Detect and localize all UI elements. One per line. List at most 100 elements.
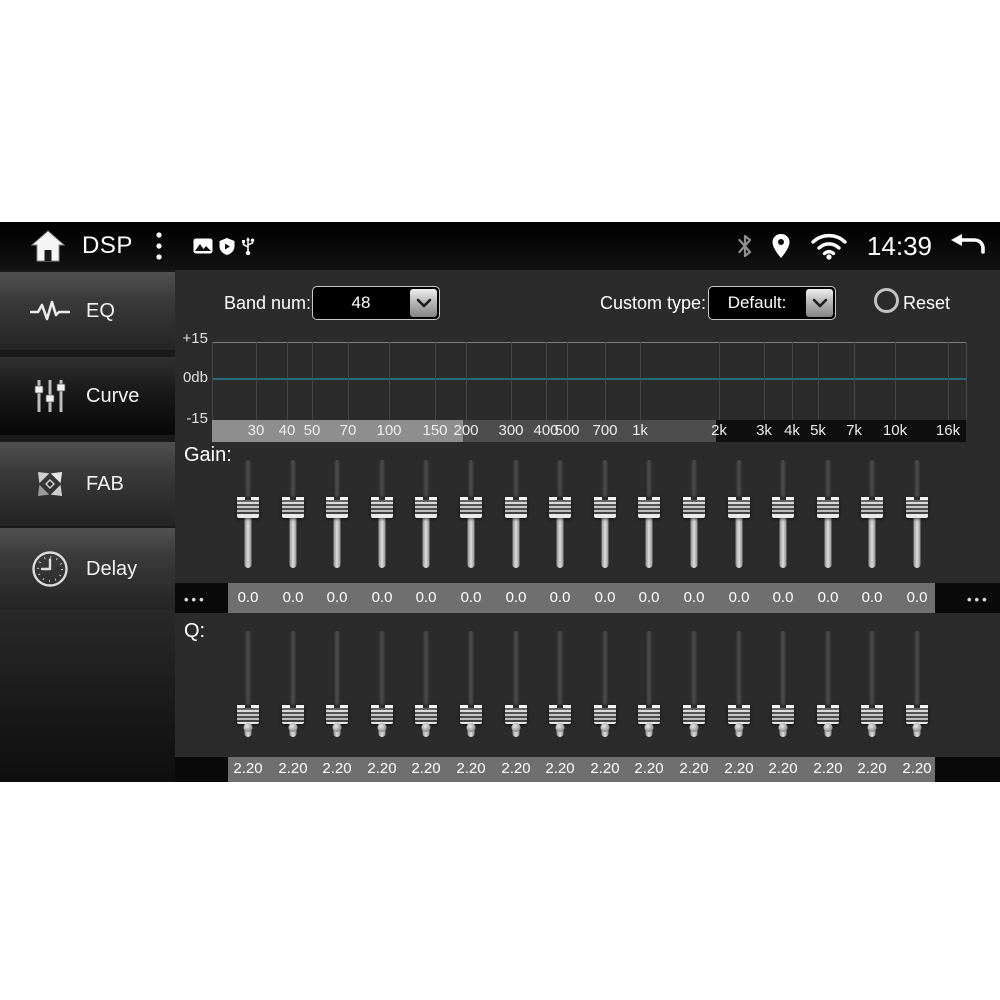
slider-thumb[interactable] — [728, 705, 750, 724]
gain-slider[interactable] — [816, 460, 840, 568]
q-slider[interactable] — [727, 631, 751, 737]
slider-track-upper — [289, 460, 297, 497]
image-notification-icon — [193, 238, 213, 254]
slider-thumb[interactable] — [906, 705, 928, 724]
slider-thumb[interactable] — [772, 705, 794, 724]
q-value: 2.20 — [724, 760, 754, 777]
q-slider[interactable] — [816, 631, 840, 737]
q-slider[interactable] — [236, 631, 260, 737]
gain-slider[interactable] — [459, 460, 483, 568]
q-slider[interactable] — [637, 631, 661, 737]
slider-thumb[interactable] — [505, 705, 527, 724]
q-slider[interactable] — [771, 631, 795, 737]
gain-slider[interactable] — [637, 460, 661, 568]
gain-slider[interactable] — [281, 460, 305, 568]
q-slider[interactable] — [860, 631, 884, 737]
slider-thumb[interactable] — [594, 497, 616, 518]
slider-track-upper — [824, 631, 832, 705]
slider-thumb[interactable] — [638, 705, 660, 724]
chevron-down-icon[interactable] — [410, 289, 437, 317]
q-slider[interactable] — [414, 631, 438, 737]
slider-thumb[interactable] — [415, 705, 437, 724]
q-slider[interactable] — [281, 631, 305, 737]
slider-track-upper — [378, 631, 386, 705]
more-dots-left[interactable]: ••• — [184, 592, 207, 607]
slider-thumb[interactable] — [638, 497, 660, 518]
slider-thumb[interactable] — [817, 497, 839, 518]
q-slider[interactable] — [682, 631, 706, 737]
q-slider[interactable] — [504, 631, 528, 737]
gain-slider[interactable] — [771, 460, 795, 568]
sidebar-item-curve[interactable]: Curve — [0, 357, 175, 435]
y-axis-label-zero: 0db — [182, 369, 208, 386]
sidebar-item-delay[interactable]: Delay — [0, 528, 175, 610]
slider-thumb[interactable] — [460, 705, 482, 724]
gain-slider[interactable] — [504, 460, 528, 568]
slider-thumb[interactable] — [549, 497, 571, 518]
slider-thumb[interactable] — [906, 497, 928, 518]
slider-thumb[interactable] — [371, 705, 393, 724]
gain-slider[interactable] — [325, 460, 349, 568]
reset-radio[interactable] — [874, 288, 899, 313]
gain-slider[interactable] — [414, 460, 438, 568]
slider-thumb[interactable] — [861, 497, 883, 518]
grid-line — [640, 342, 641, 420]
gain-overflow-right-box[interactable]: ••• — [935, 583, 1000, 613]
grid-line — [389, 342, 390, 420]
slider-thumb[interactable] — [282, 705, 304, 724]
gain-slider[interactable] — [682, 460, 706, 568]
slider-thumb[interactable] — [326, 705, 348, 724]
slider-thumb[interactable] — [326, 497, 348, 518]
slider-track-lower — [378, 518, 386, 568]
slider-thumb[interactable] — [505, 497, 527, 518]
gain-slider[interactable] — [548, 460, 572, 568]
slider-thumb[interactable] — [237, 705, 259, 724]
grid-line — [511, 342, 512, 420]
slider-thumb[interactable] — [237, 497, 259, 518]
q-slider[interactable] — [905, 631, 929, 737]
slider-thumb[interactable] — [594, 705, 616, 724]
wifi-icon[interactable] — [809, 232, 849, 260]
q-slider[interactable] — [370, 631, 394, 737]
bluetooth-icon[interactable] — [737, 233, 753, 259]
gain-label: Gain: — [184, 444, 232, 466]
home-icon[interactable] — [30, 229, 66, 263]
chevron-down-icon[interactable] — [806, 289, 833, 317]
slider-thumb[interactable] — [683, 497, 705, 518]
gain-value: 0.0 — [237, 589, 259, 606]
slider-thumb[interactable] — [817, 705, 839, 724]
slider-track-lower — [601, 518, 609, 568]
back-icon[interactable] — [950, 233, 986, 259]
sidebar-item-eq[interactable]: EQ — [0, 272, 175, 350]
slider-thumb[interactable] — [861, 705, 883, 724]
band-num-dropdown[interactable]: 48 — [312, 286, 440, 320]
gain-slider[interactable] — [860, 460, 884, 568]
gain-slider[interactable] — [905, 460, 929, 568]
q-slider[interactable] — [593, 631, 617, 737]
gain-slider[interactable] — [236, 460, 260, 568]
slider-thumb[interactable] — [549, 705, 571, 724]
gain-slider[interactable] — [370, 460, 394, 568]
slider-thumb[interactable] — [683, 705, 705, 724]
gain-slider[interactable] — [593, 460, 617, 568]
gain-value: 0.0 — [326, 589, 348, 606]
slider-thumb[interactable] — [415, 497, 437, 518]
gain-overflow-left-box[interactable]: ••• — [175, 583, 228, 613]
q-slider[interactable] — [325, 631, 349, 737]
slider-thumb[interactable] — [371, 497, 393, 518]
custom-type-dropdown[interactable]: Default: — [708, 286, 836, 320]
sidebar-item-fab[interactable]: FAB — [0, 442, 175, 526]
slider-thumb[interactable] — [460, 497, 482, 518]
q-value: 2.20 — [902, 760, 932, 777]
overflow-menu-icon[interactable] — [155, 231, 163, 261]
slider-thumb[interactable] — [728, 497, 750, 518]
y-axis-label-top: +15 — [182, 330, 208, 347]
slider-thumb[interactable] — [282, 497, 304, 518]
location-icon[interactable] — [771, 233, 791, 259]
slider-thumb[interactable] — [772, 497, 794, 518]
more-dots-right[interactable]: ••• — [967, 592, 990, 607]
q-slider[interactable] — [548, 631, 572, 737]
gain-slider[interactable] — [727, 460, 751, 568]
q-slider[interactable] — [459, 631, 483, 737]
